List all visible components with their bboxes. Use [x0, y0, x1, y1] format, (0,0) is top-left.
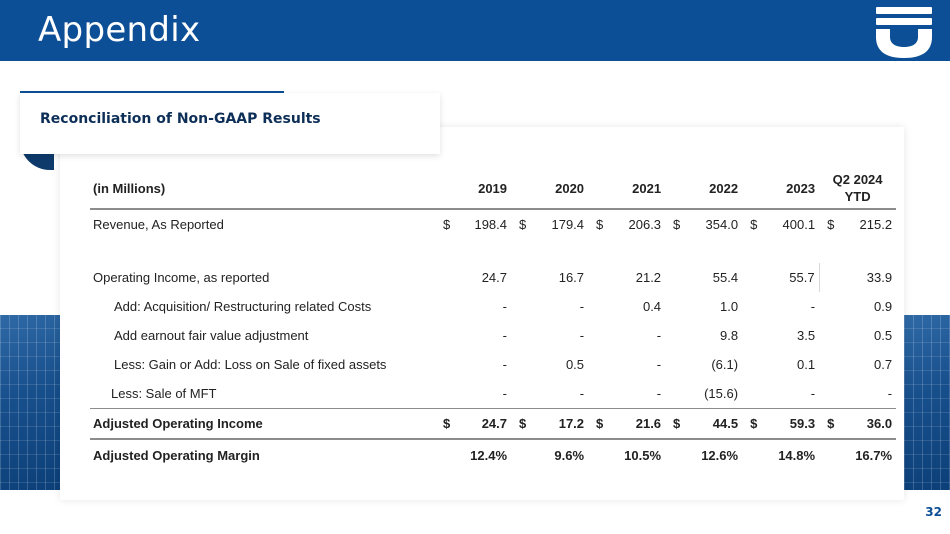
row-label: Revenue, As Reported	[93, 217, 224, 232]
cell-value: 9.8	[719, 328, 739, 343]
cell-value: 179.4	[551, 217, 585, 232]
page-title: Appendix	[38, 10, 201, 50]
table-row: Operating Income, as reported 24.7 16.7 …	[90, 263, 896, 292]
cell-value: 36.0	[839, 408, 897, 440]
cell-value: 198.4	[474, 217, 508, 232]
currency-symbol: $	[443, 217, 451, 232]
table-header-row: (in Millions) 2019 2020 2021 2022 2023 Q…	[90, 168, 897, 210]
cell-value: -	[656, 386, 662, 401]
currency-symbol: $	[673, 217, 681, 232]
row-label: Operating Income, as reported	[93, 270, 270, 285]
section-subtitle: Reconciliation of Non-GAAP Results	[40, 111, 321, 127]
table-row-total: Adjusted Operating Margin 12.4% 9.6% 10.…	[90, 439, 896, 470]
header-bar: Appendix	[0, 0, 950, 61]
cell-value: -	[579, 328, 585, 343]
row-label: Less: Sale of MFT	[111, 386, 217, 401]
page-number: 32	[925, 505, 942, 519]
cell-value: 12.6%	[701, 447, 739, 463]
subtitle-accent-line	[20, 91, 284, 93]
currency-symbol: $	[511, 408, 532, 440]
cell-value: 33.9	[866, 270, 893, 285]
cell-value: -	[656, 357, 662, 372]
cell-value: -	[502, 299, 508, 314]
cell-value: -	[887, 386, 893, 401]
table-row: Less: Gain or Add: Loss on Sale of fixed…	[90, 350, 896, 379]
column-header: 2020	[511, 168, 589, 210]
cell-value: 400.1	[782, 217, 816, 232]
subtitle-box: Reconciliation of Non-GAAP Results	[20, 93, 440, 154]
cell-value: 0.5	[874, 328, 893, 343]
row-label: Adjusted Operating Income	[90, 408, 435, 440]
currency-symbol: $	[827, 217, 835, 232]
table-row: Add earnout fair value adjustment - - - …	[90, 321, 896, 350]
table-row: Add: Acquisition/ Restructuring related …	[90, 292, 896, 321]
cell-value: 21.6	[608, 408, 666, 440]
spacer-row	[90, 239, 896, 263]
cell-value: -	[502, 386, 508, 401]
cell-value: -	[810, 299, 816, 314]
cell-value: 215.2	[859, 217, 893, 232]
currency-symbol: $	[819, 408, 840, 440]
column-header: 2022	[665, 168, 743, 210]
row-label: Add earnout fair value adjustment	[114, 328, 309, 343]
row-label: Less: Gain or Add: Loss on Sale of fixed…	[114, 357, 387, 372]
cell-value: 12.4%	[470, 447, 508, 463]
cell-value: -	[579, 386, 585, 401]
cell-value: -	[579, 299, 585, 314]
row-label: Add: Acquisition/ Restructuring related …	[114, 299, 372, 314]
table-row: Revenue, As Reported $ 198.4 $ 179.4 $ 2…	[90, 209, 896, 239]
row-label: Adjusted Operating Margin	[93, 447, 260, 463]
column-header: 2019	[435, 168, 512, 210]
currency-symbol: $	[596, 217, 604, 232]
cell-value: 10.5%	[624, 447, 662, 463]
cell-value: 44.5	[685, 408, 743, 440]
cell-value: 0.1	[797, 357, 816, 372]
currency-symbol: $	[435, 408, 455, 440]
cell-value: 55.4	[712, 270, 739, 285]
cell-value: 21.2	[635, 270, 662, 285]
cell-value: 0.9	[874, 299, 893, 314]
cell-value: 0.4	[642, 299, 662, 314]
column-header: 2023	[742, 168, 820, 210]
background-photo-right	[904, 315, 950, 490]
cell-value: (6.1)	[711, 357, 739, 372]
table-row-total: Adjusted Operating Income $ 24.7 $ 17.2 …	[90, 408, 897, 440]
cell-value: 206.3	[628, 217, 662, 232]
currency-symbol: $	[750, 217, 758, 232]
cell-value: 16.7%	[855, 447, 893, 463]
cell-value: 16.7	[558, 270, 585, 285]
cell-value: 14.8%	[778, 447, 816, 463]
currency-symbol: $	[665, 408, 686, 440]
cell-value: 354.0	[705, 217, 739, 232]
cell-value: 3.5	[797, 328, 816, 343]
column-header: Q2 2024 YTD	[819, 168, 897, 210]
cell-value: 59.3	[762, 408, 820, 440]
cell-value: 24.7	[455, 408, 512, 440]
column-header: 2021	[588, 168, 666, 210]
cell-value: -	[656, 328, 662, 343]
cell-value: 0.7	[874, 357, 893, 372]
cell-value: 1.0	[719, 299, 739, 314]
cell-value: 9.6%	[554, 447, 585, 463]
cell-value: -	[502, 328, 508, 343]
cell-value: 0.5	[565, 357, 585, 372]
currency-symbol: $	[519, 217, 527, 232]
cell-value: 17.2	[531, 408, 589, 440]
company-logo-icon	[876, 7, 932, 58]
cell-value: -	[502, 357, 508, 372]
currency-symbol: $	[742, 408, 763, 440]
cell-value: -	[810, 386, 816, 401]
units-label: (in Millions)	[90, 168, 435, 210]
cell-value: 24.7	[481, 270, 508, 285]
currency-symbol: $	[588, 408, 609, 440]
cell-value: (15.6)	[704, 386, 739, 401]
reconciliation-table: (in Millions) 2019 2020 2021 2022 2023 Q…	[90, 168, 897, 470]
background-photo-left	[0, 315, 60, 490]
table-row: Less: Sale of MFT - - - (15.6) - -	[90, 379, 896, 409]
cell-value: 55.7	[742, 263, 820, 292]
